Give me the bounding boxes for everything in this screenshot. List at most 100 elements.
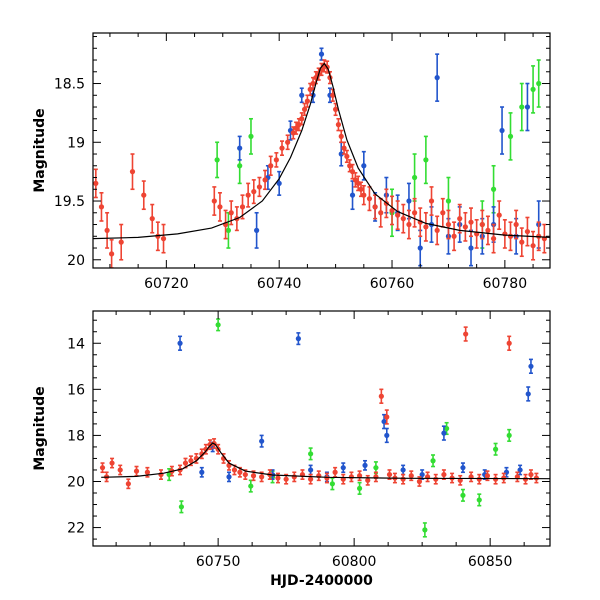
- marker: [356, 485, 363, 492]
- bottom-data-point: [444, 421, 450, 436]
- marker: [207, 442, 213, 448]
- marker: [536, 80, 542, 87]
- marker: [507, 133, 514, 139]
- marker: [513, 221, 519, 228]
- marker: [177, 340, 183, 346]
- marker: [496, 212, 502, 218]
- marker: [237, 163, 243, 169]
- marker: [444, 425, 450, 432]
- marker: [428, 198, 435, 204]
- marker: [484, 473, 491, 479]
- top-data-point: [217, 192, 223, 222]
- top-data-point: [457, 203, 463, 234]
- bottom-data-point: [463, 326, 469, 342]
- marker: [408, 473, 414, 479]
- marker: [215, 322, 221, 328]
- bottom-data-point: [248, 479, 254, 493]
- marker: [141, 192, 147, 198]
- marker: [99, 465, 106, 471]
- bottom-data-point: [299, 469, 306, 480]
- marker: [308, 451, 314, 457]
- top-data-point: [338, 129, 344, 144]
- marker: [109, 251, 115, 257]
- marker: [460, 492, 466, 498]
- bottom-data-point: [533, 472, 539, 484]
- top-data-point: [434, 53, 440, 102]
- bottom-data-point: [199, 466, 205, 478]
- bottom-x-axis-label: HJD-2400000: [270, 573, 373, 589]
- marker: [406, 221, 412, 228]
- marker: [430, 458, 436, 464]
- top-data-point: [248, 117, 254, 155]
- bottom-data-point: [295, 332, 301, 346]
- top-data-point: [256, 176, 263, 198]
- top-data-point: [299, 112, 305, 126]
- top-data-point: [530, 65, 536, 114]
- top-data-point: [225, 211, 232, 249]
- marker: [373, 465, 379, 471]
- top-data-point: [149, 203, 155, 234]
- marker: [384, 432, 390, 439]
- bottom-axis-ticks: 60750 60800 60850 14 16 18 20 22: [67, 311, 550, 570]
- top-data-point: [378, 197, 384, 228]
- marker: [225, 227, 232, 233]
- bottom-data-point: [384, 427, 390, 444]
- marker: [308, 467, 314, 473]
- marker: [256, 184, 263, 190]
- marker: [275, 475, 281, 481]
- marker: [441, 430, 447, 436]
- marker: [199, 451, 205, 457]
- bottom-data-point: [378, 388, 384, 404]
- top-data-point: [293, 121, 299, 135]
- marker: [324, 475, 330, 481]
- marker: [160, 236, 167, 242]
- marker: [533, 475, 539, 481]
- marker: [417, 245, 423, 251]
- top-x-tick-label: 60720: [144, 276, 189, 292]
- marker: [217, 204, 223, 210]
- marker: [365, 477, 371, 483]
- bottom-data-point: [340, 473, 346, 485]
- marker: [463, 331, 469, 337]
- marker: [117, 467, 123, 473]
- top-y-axis-label: Magnitude: [32, 108, 48, 192]
- marker: [517, 467, 523, 473]
- top-model-curve: [93, 62, 550, 240]
- bottom-data-point: [528, 358, 534, 375]
- bottom-data-point: [348, 471, 355, 483]
- marker: [332, 469, 338, 475]
- marker: [329, 481, 335, 487]
- top-data-point: [474, 219, 480, 249]
- top-data-point: [341, 141, 347, 155]
- top-data-point: [214, 141, 220, 179]
- top-y-tick-label: 18.5: [54, 77, 85, 93]
- marker: [211, 198, 217, 204]
- marker: [93, 180, 99, 186]
- top-data-point: [254, 211, 260, 249]
- marker: [330, 92, 336, 98]
- bottom-data-point: [492, 473, 499, 485]
- marker: [419, 471, 425, 478]
- marker: [528, 363, 534, 369]
- marker: [506, 340, 512, 346]
- marker: [389, 207, 395, 214]
- top-data-point: [499, 106, 505, 155]
- top-y-tick-label: 19: [67, 135, 85, 151]
- bottom-data-point: [356, 481, 363, 495]
- marker: [268, 163, 274, 169]
- bottom-data-point: [308, 464, 314, 476]
- marker: [349, 192, 356, 198]
- marker: [133, 468, 140, 474]
- bottom-data-point: [457, 474, 463, 486]
- bottom-data-point: [476, 473, 482, 485]
- marker: [178, 504, 185, 510]
- marker: [273, 157, 279, 163]
- top-data-point: [490, 223, 497, 254]
- marker: [356, 473, 363, 479]
- top-data-point: [524, 82, 531, 132]
- marker: [304, 98, 310, 104]
- bottom-data-point: [433, 473, 439, 485]
- top-data-point: [307, 82, 313, 97]
- bottom-data-point: [528, 469, 534, 480]
- marker: [490, 236, 497, 242]
